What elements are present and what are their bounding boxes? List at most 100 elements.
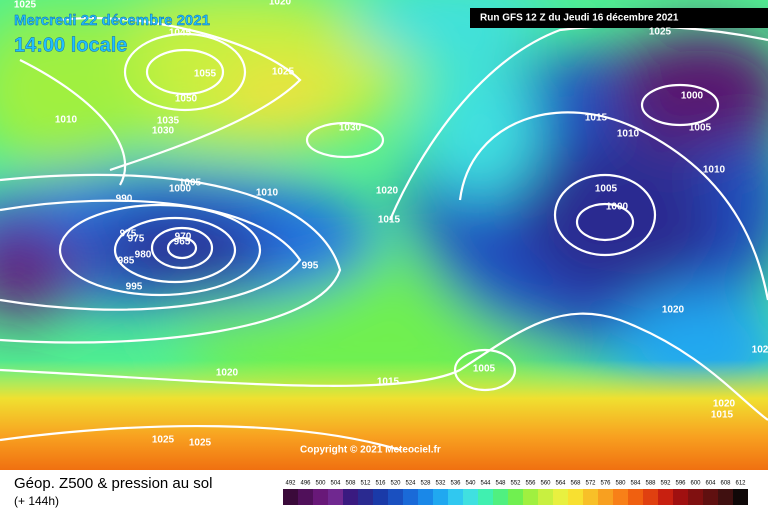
- footer-title: Géop. Z500 & pression au sol: [14, 475, 212, 492]
- field: [0, 0, 768, 470]
- scale-label: 516: [375, 481, 386, 487]
- scale-swatch: [493, 489, 508, 505]
- scale-swatch: [463, 489, 478, 505]
- copyright: Copyright © 2021 Meteociel.fr: [300, 445, 441, 456]
- scale-swatch: [403, 489, 418, 505]
- scale-label: 612: [735, 481, 746, 487]
- scale-swatch: [478, 489, 493, 505]
- scale-swatch: [613, 489, 628, 505]
- isobar-label: 1010: [617, 129, 640, 140]
- isobar-label: 1025: [14, 0, 37, 11]
- isobar-label: 985: [118, 256, 135, 267]
- scale-label: 492: [285, 481, 296, 487]
- isobar-label: 1025: [649, 27, 672, 38]
- isobar-label: 1005: [473, 364, 496, 375]
- scale-label: 540: [465, 481, 476, 487]
- isobar-label: 1005: [689, 123, 712, 134]
- scale-label: 504: [330, 481, 341, 487]
- isobar-label: 1015: [711, 410, 734, 421]
- isobars: [0, 16, 768, 452]
- isobar-label: 1010: [703, 165, 726, 176]
- isobar-label: 1000: [169, 184, 192, 195]
- scale-label: 544: [480, 481, 491, 487]
- isobar-label: 102: [752, 345, 768, 356]
- scale-label: 500: [315, 481, 326, 487]
- isobar-label: 975: [120, 229, 137, 240]
- isobar-label: 1030: [152, 126, 175, 137]
- isobar-label: 1025: [189, 438, 212, 449]
- scale-label: 608: [720, 481, 731, 487]
- scale-swatch: [343, 489, 358, 505]
- scale-swatch: [703, 489, 718, 505]
- isobar-label: 1020: [713, 399, 736, 410]
- isobar-label: 1035: [157, 116, 180, 127]
- scale-swatch: [298, 489, 313, 505]
- scale-label: 520: [390, 481, 401, 487]
- scale-label: 552: [510, 481, 521, 487]
- scale-swatch: [538, 489, 553, 505]
- scale-label: 592: [660, 481, 671, 487]
- isobar-label: 1015: [585, 113, 608, 124]
- scale-label: 580: [615, 481, 626, 487]
- isobar-label: 1005: [179, 178, 202, 189]
- scale-label: 564: [555, 481, 566, 487]
- scale-label: 496: [300, 481, 311, 487]
- scale-label: 596: [675, 481, 686, 487]
- isobar-label: 995: [302, 261, 319, 272]
- isobar-label: 1015: [378, 215, 401, 226]
- scale-label: 560: [540, 481, 551, 487]
- scale-swatch: [433, 489, 448, 505]
- scale-label: 556: [525, 481, 536, 487]
- scale-label: 528: [420, 481, 431, 487]
- scale-label: 512: [360, 481, 371, 487]
- footer-subtitle: (+ 144h): [14, 494, 59, 508]
- isobar-label: 990: [116, 194, 133, 205]
- scale-swatch: [418, 489, 433, 505]
- isobar-label: 1020: [269, 0, 292, 8]
- scale-swatch: [508, 489, 523, 505]
- scale-swatch: [718, 489, 733, 505]
- isobar-label: 970: [175, 232, 192, 243]
- isobar-label: 1045: [169, 28, 192, 39]
- scale-swatch: [658, 489, 673, 505]
- isobar-label: 1020: [376, 186, 399, 197]
- isobar-label: 1010: [55, 115, 78, 126]
- scale-swatch: [673, 489, 688, 505]
- scale-label: 600: [690, 481, 701, 487]
- isobar-label: 1000: [606, 202, 629, 213]
- scale-label: 588: [645, 481, 656, 487]
- scale-swatch: [313, 489, 328, 505]
- forecast-date: Mercredi 22 décembre 2021: [14, 12, 210, 29]
- scale-label: 536: [450, 481, 461, 487]
- scale-swatch: [628, 489, 643, 505]
- scale-swatch: [523, 489, 538, 505]
- scale-swatch: [568, 489, 583, 505]
- scale-swatch: [358, 489, 373, 505]
- scale-swatch: [448, 489, 463, 505]
- scale-swatch: [328, 489, 343, 505]
- isobar-label: 1025: [152, 435, 175, 446]
- run-box: [470, 8, 768, 28]
- isobar-label: 980: [135, 250, 152, 261]
- isobar-label: 1030: [339, 123, 362, 134]
- scale-label: 576: [600, 481, 611, 487]
- scale-label: 524: [405, 481, 416, 487]
- isobar-label: 975: [128, 234, 145, 245]
- scale-swatch: [688, 489, 703, 505]
- scale-swatch: [553, 489, 568, 505]
- scale-swatch: [733, 489, 748, 505]
- isobar-label: 965: [174, 237, 191, 248]
- scale-swatch: [373, 489, 388, 505]
- isobar-label: 1010: [256, 188, 279, 199]
- isobar-label: 1015: [377, 377, 400, 388]
- scale-label: 584: [630, 481, 641, 487]
- scale-swatch: [388, 489, 403, 505]
- scale-label: 532: [435, 481, 446, 487]
- scale-label: 508: [345, 481, 356, 487]
- isobar-label: 1000: [681, 91, 704, 102]
- scale-swatch: [643, 489, 658, 505]
- isobar-label: 1005: [595, 184, 618, 195]
- scale-swatch: [583, 489, 598, 505]
- isobar-label: 1020: [216, 368, 239, 379]
